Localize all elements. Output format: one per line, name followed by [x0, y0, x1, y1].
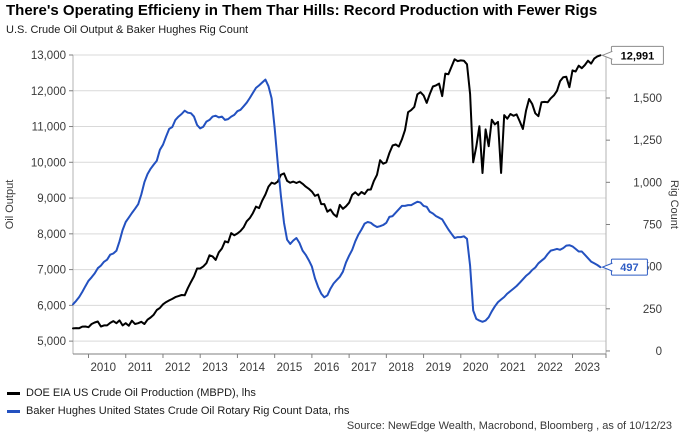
- x-axis-tick-label: 2020: [463, 362, 489, 374]
- x-axis-tick-label: 2014: [239, 362, 265, 374]
- x-axis-tick-label: 2012: [165, 362, 191, 374]
- x-axis-tick-label: 2019: [426, 362, 452, 374]
- x-axis-tick-label: 2022: [537, 362, 563, 374]
- x-axis-tick-label: 2017: [351, 362, 377, 374]
- right-axis-title: Rig Count: [668, 180, 680, 229]
- x-axis-tick-label: 2018: [388, 362, 414, 374]
- x-axis-tick-label: 2010: [91, 362, 117, 374]
- legend-swatch-rigcount: [7, 409, 20, 413]
- x-axis-tick-label: 2013: [202, 362, 228, 374]
- right-axis-tick-label: 250: [643, 304, 662, 316]
- right-axis-tick-label: 750: [643, 219, 662, 231]
- left-axis-tick-label: 12,000: [31, 86, 66, 98]
- right-axis-tick-label: 1,250: [633, 135, 662, 147]
- x-axis-tick-label: 2011: [128, 362, 153, 374]
- callout-pointer-rigcount: [601, 262, 613, 272]
- legend-label-rigcount: Baker Hughes United States Crude Oil Rot…: [26, 405, 350, 417]
- x-axis-tick-label: 2021: [500, 362, 526, 374]
- left-axis-tick-label: 9,000: [37, 193, 66, 205]
- left-axis-tick-label: 8,000: [37, 229, 66, 241]
- legend-swatch-production: [7, 391, 20, 395]
- right-axis-tick-label: 0: [656, 346, 662, 358]
- left-axis-tick-label: 10,000: [31, 157, 66, 169]
- left-axis-tick-label: 5,000: [37, 336, 66, 348]
- legend-label-production: DOE EIA US Crude Oil Production (MBPD), …: [26, 387, 256, 399]
- right-axis-tick-label: 1,500: [633, 93, 662, 105]
- right-axis-tick-label: 1,000: [633, 177, 662, 189]
- left-axis-tick-label: 11,000: [32, 122, 66, 134]
- callout-value-rigcount: 497: [620, 262, 638, 274]
- left-axis-title: Oil Output: [4, 180, 16, 230]
- x-axis-tick-label: 2023: [574, 362, 600, 374]
- chart-subtitle: U.S. Crude Oil Output & Baker Hughes Rig…: [6, 24, 249, 36]
- page-title: There's Operating Efficieny in Them Thar…: [6, 2, 598, 19]
- legend-item-rigcount: Baker Hughes United States Crude Oil Rot…: [7, 402, 349, 420]
- left-axis-tick-label: 7,000: [37, 265, 66, 277]
- chart-plot-area: 5,000 6,000 7,000 8,000 9,000 10,000 11,000 12,…: [4, 45, 680, 374]
- left-axis-tick-label: 13,000: [31, 50, 66, 62]
- callout-pointer-production: [601, 50, 613, 60]
- source-note: Source: NewEdge Wealth, Macrobond, Bloom…: [346, 420, 672, 432]
- x-axis-tick-label: 2016: [314, 362, 340, 374]
- left-axis-tick-label: 6,000: [37, 300, 66, 312]
- x-axis-tick-label: 2015: [277, 362, 303, 374]
- series-line-production: [72, 54, 602, 330]
- chart-legend: DOE EIA US Crude Oil Production (MBPD), …: [7, 384, 349, 420]
- callout-value-production: 12,991: [621, 50, 655, 62]
- series-line-rigcount: [72, 78, 602, 323]
- legend-item-production: DOE EIA US Crude Oil Production (MBPD), …: [7, 384, 349, 402]
